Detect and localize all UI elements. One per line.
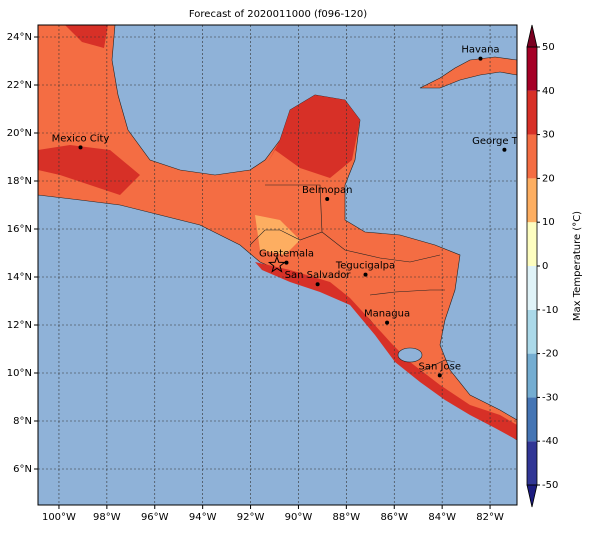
city-dot <box>363 272 368 277</box>
x-tick-label: 94°W <box>189 512 217 523</box>
colorbar-tick-label: -40 <box>542 436 558 447</box>
city-dot <box>478 56 483 61</box>
y-tick-label: 12°N <box>7 320 32 331</box>
y-tick-label: 18°N <box>7 176 32 187</box>
colorbar-under <box>526 484 538 508</box>
warm-region <box>268 95 360 178</box>
city-label: Havana <box>461 45 499 56</box>
x-tick-label: 88°W <box>333 512 361 523</box>
x-tick-label: 96°W <box>141 512 169 523</box>
colorbar-band <box>527 441 537 485</box>
colorbar-band <box>527 222 537 266</box>
colorbar-tick-label: -30 <box>542 392 558 403</box>
map-area: Mexico City Havana George Town Belmopan Guat… <box>38 25 537 505</box>
city-dot <box>78 145 83 150</box>
y-tick-label: 14°N <box>7 272 32 283</box>
warm-region <box>65 25 108 48</box>
city-dot <box>437 373 442 378</box>
y-tick-label: 8°N <box>13 416 32 427</box>
city-label: Managua <box>364 309 410 320</box>
colorbar-tick-label: 40 <box>542 86 555 97</box>
x-tick-label: 90°W <box>285 512 313 523</box>
colorbar-over <box>526 24 538 48</box>
x-tick-label: 100°W <box>42 512 76 523</box>
y-tick-label: 10°N <box>7 368 32 379</box>
star-marker <box>267 255 286 273</box>
border <box>249 184 323 246</box>
city-label: Mexico City <box>52 133 110 144</box>
x-tick-label: 84°W <box>428 512 456 523</box>
colorbar-band <box>527 47 537 91</box>
colorbar-tick-label: -20 <box>542 349 558 360</box>
city-label: Tegucigalpa <box>335 261 395 272</box>
warm-region <box>255 262 517 440</box>
title: Forecast of 2020011000 (f096-120) <box>189 9 367 20</box>
city-label: Belmopan <box>302 185 352 196</box>
colorbar-tick-label: 30 <box>542 130 555 141</box>
city-label: Guatemala <box>259 249 314 260</box>
x-tick-label: 86°W <box>380 512 408 523</box>
border <box>419 359 456 373</box>
border <box>321 231 441 263</box>
city-label: San Jose <box>419 361 461 372</box>
colorbar-band <box>527 353 537 398</box>
colorbar-tick-label: 50 <box>542 42 555 53</box>
border <box>369 289 445 296</box>
city-dot <box>502 147 507 152</box>
colorbar-tick-label: -10 <box>542 305 558 316</box>
warm-region <box>38 145 140 195</box>
colorbar-band <box>527 266 537 310</box>
city-label: San Salvador <box>285 270 352 281</box>
x-tick-label: 82°W <box>476 512 504 523</box>
y-tick-label: 22°N <box>7 80 32 91</box>
city-dot <box>315 282 320 287</box>
colorbar-tick-label: 20 <box>542 173 555 184</box>
x-tick-label: 98°W <box>93 512 121 523</box>
lake <box>397 347 423 363</box>
colorbar-band <box>527 397 537 442</box>
city-dot <box>325 197 330 201</box>
y-tick-label: 24°N <box>7 32 32 43</box>
colorbar-band <box>527 134 537 179</box>
city-dot <box>284 260 289 265</box>
land <box>419 56 517 89</box>
colorbar-tick-label: 10 <box>542 217 555 228</box>
colorbar-band <box>527 178 537 223</box>
cool-region <box>255 215 300 255</box>
map-frame <box>37 24 518 506</box>
x-tick-label: 92°W <box>237 512 265 523</box>
colorbar-tick-label: -50 <box>542 480 558 491</box>
colorbar-band <box>527 90 537 135</box>
y-tick-label: 16°N <box>7 224 32 235</box>
overlay: Mexico City Havana George Town Belmopan Guat… <box>38 25 537 505</box>
city-dot <box>385 320 390 325</box>
city-label: George Town <box>472 136 537 147</box>
y-tick-label: 6°N <box>13 464 32 475</box>
colorbar-label: Max Temperature (°C) <box>572 211 583 321</box>
colorbar-tick-label: 0 <box>542 261 548 272</box>
y-tick-label: 20°N <box>7 128 32 139</box>
colorbar-band <box>527 309 537 354</box>
